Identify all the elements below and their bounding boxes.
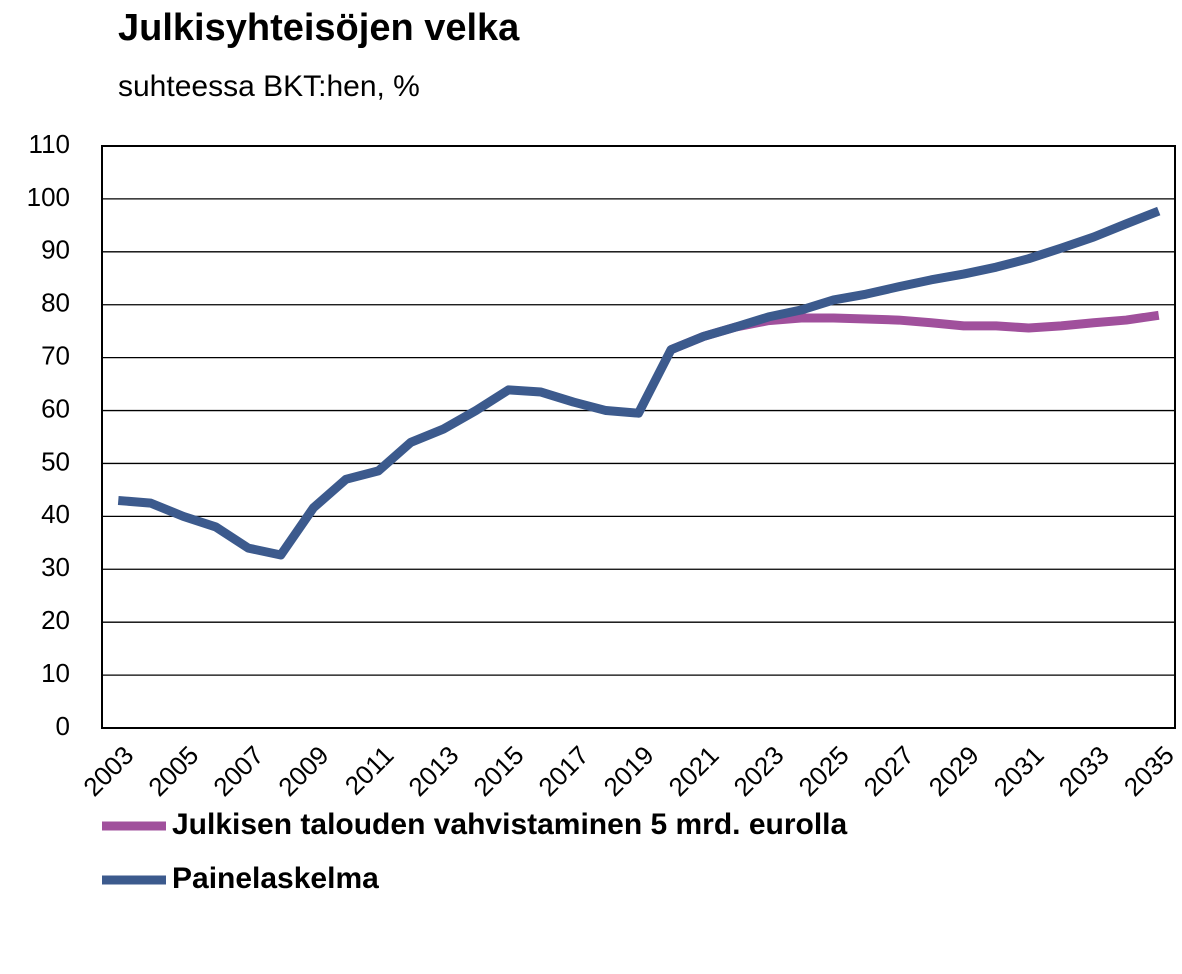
y-tick-label: 10: [41, 658, 70, 688]
x-tick-label: 2013: [402, 740, 464, 802]
x-tick-label: 2021: [663, 740, 725, 802]
y-tick-label: 100: [27, 182, 70, 212]
x-tick-label: 2015: [467, 740, 529, 802]
y-tick-label: 30: [41, 552, 70, 582]
x-tick-label: 2019: [597, 740, 659, 802]
series-line: [117, 206, 1161, 560]
x-tick-label: 2005: [142, 740, 204, 802]
y-tick-label: 40: [41, 499, 70, 529]
y-tick-label: 50: [41, 446, 70, 476]
x-tick-label: 2027: [858, 740, 920, 802]
x-tick-label: 2023: [728, 740, 790, 802]
x-tick-label: 2033: [1053, 740, 1115, 802]
x-tick-label: 2003: [77, 740, 139, 802]
legend-label: Painelaskelma: [172, 862, 379, 895]
y-tick-label: 0: [56, 711, 70, 741]
x-tick-label: 2025: [793, 740, 855, 802]
legend-label: Julkisen talouden vahvistaminen 5 mrd. e…: [172, 808, 848, 841]
plot-border: [101, 145, 1176, 729]
y-tick-label: 110: [29, 129, 70, 159]
y-tick-label: 70: [41, 341, 70, 371]
x-tick-label: 2017: [532, 740, 594, 802]
y-tick-label: 80: [41, 288, 70, 318]
y-tick-label: 60: [41, 393, 70, 423]
y-tick-label: 20: [41, 605, 70, 635]
x-tick-label: 2035: [1118, 740, 1180, 802]
chart-subtitle: suhteessa BKT:hen, %: [118, 70, 420, 103]
x-tick-label: 2011: [339, 740, 400, 801]
y-tick-label: 90: [41, 235, 70, 265]
x-tick-label: 2029: [923, 740, 985, 802]
x-tick-label: 2031: [988, 740, 1050, 802]
chart-title: Julkisyhteisöjen velka: [118, 7, 520, 49]
x-tick-label: 2009: [272, 740, 334, 802]
x-tick-label: 2007: [207, 740, 269, 802]
